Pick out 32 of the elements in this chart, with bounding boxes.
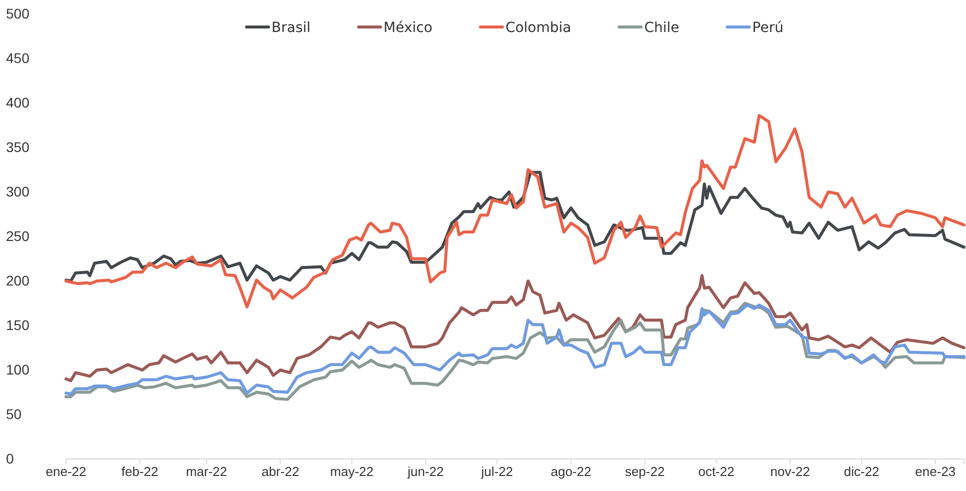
y-tick-label: 50 xyxy=(6,406,22,422)
x-tick-label: ene-22 xyxy=(46,464,86,480)
y-tick-label: 400 xyxy=(6,94,30,110)
x-tick-label: ago-22 xyxy=(550,464,592,480)
x-tick-label: feb-22 xyxy=(121,464,158,480)
x-tick-label: oct-22 xyxy=(698,464,734,480)
y-tick-label: 100 xyxy=(6,361,30,378)
x-tick-label: abr-22 xyxy=(262,464,300,480)
x-tick-label: nov-22 xyxy=(770,464,810,480)
y-tick-label: 350 xyxy=(6,138,30,155)
line-series xyxy=(64,114,966,308)
x-tick-label: mar-22 xyxy=(186,464,228,480)
line-series xyxy=(64,170,966,282)
line-series xyxy=(64,274,966,382)
x-tick-label: jul-22 xyxy=(480,464,514,480)
x-tick-label: sep-22 xyxy=(624,464,665,480)
y-tick-label: 150 xyxy=(6,316,30,333)
y-tick-label: 250 xyxy=(6,228,30,244)
y-tick-label: 450 xyxy=(6,50,30,66)
x-tick-label: may-22 xyxy=(330,464,374,480)
x-tick-label: ene-23 xyxy=(915,464,956,480)
legend-label: Chile xyxy=(644,20,680,36)
legend-label: México xyxy=(384,20,432,36)
y-tick-label: 500 xyxy=(6,5,30,22)
x-tick-label: dic-22 xyxy=(844,464,880,480)
legend-label: Perú xyxy=(752,20,784,36)
x-tick-label: jun-22 xyxy=(406,464,444,480)
legend-label: Colombia xyxy=(505,20,572,36)
y-tick-label: 300 xyxy=(6,183,30,200)
y-tick-label: 0 xyxy=(6,450,14,466)
legend-label: Brasil xyxy=(272,20,311,36)
y-tick-label: 200 xyxy=(6,272,30,288)
